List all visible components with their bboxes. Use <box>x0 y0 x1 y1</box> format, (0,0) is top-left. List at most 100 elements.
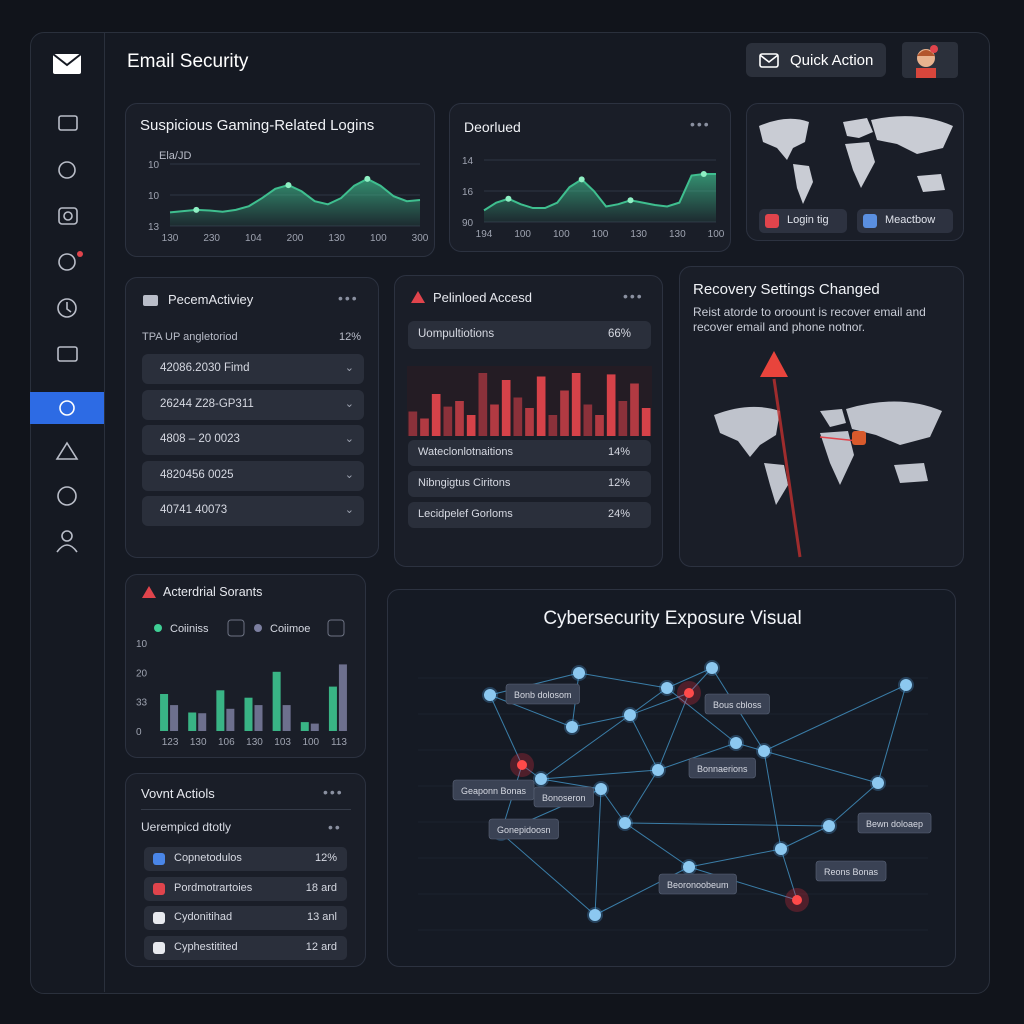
node <box>619 817 631 829</box>
y-tick-label: 0 <box>136 727 142 738</box>
panel-title: Recovery Settings Changed <box>693 281 880 298</box>
legend-dropdown[interactable] <box>327 619 345 637</box>
x-tick-label: 194 <box>476 229 493 240</box>
x-tick-label: 104 <box>245 233 262 244</box>
item-label: 4808 – 20 0023 <box>160 433 240 445</box>
map-button[interactable]: Meactbow <box>857 209 953 233</box>
edge <box>594 788 602 916</box>
node <box>517 760 527 770</box>
edge <box>780 848 798 901</box>
peak-marker <box>285 182 292 189</box>
divider <box>141 809 351 810</box>
node <box>900 679 912 691</box>
row-label: Wateclonlotnaitions <box>418 446 513 458</box>
edge <box>629 692 690 716</box>
list-row[interactable]: Lecidpelef Gorloms 24% <box>408 502 651 528</box>
area-line <box>483 172 716 212</box>
bar <box>501 380 511 436</box>
peak-marker <box>627 197 634 204</box>
bar <box>328 686 337 731</box>
node-label-text: Gonepidoosn <box>497 825 551 835</box>
logins-panel: Suspicious Gaming-Related Logins Ela/JD … <box>125 103 435 257</box>
node <box>484 689 496 701</box>
network-graph: Bonb dolosom Bous cbloss Bonnaerions Geapon… <box>418 660 932 931</box>
node <box>566 721 578 733</box>
list-row[interactable]: Wateclonlotnaitions 14% <box>408 440 651 466</box>
row-icon <box>153 853 165 865</box>
more-menu[interactable]: ••• <box>690 116 711 132</box>
map-panel: Login tig Meactbow <box>746 103 964 241</box>
dropdown[interactable]: Uompultiotions 66% <box>408 321 651 349</box>
sidebar <box>30 32 105 992</box>
node <box>661 682 673 694</box>
node-label: Reons Bonas <box>815 860 887 882</box>
list-item[interactable]: 40741 40073 ⌄ <box>142 496 364 526</box>
row-value: 12% <box>608 477 631 489</box>
edge <box>688 848 782 868</box>
button-label: Login tig <box>787 214 829 226</box>
edge <box>489 694 573 728</box>
list-row[interactable]: Nibngigtus Ciritons 12% <box>408 471 651 497</box>
node-label-text: Reons Bonas <box>824 867 879 877</box>
legend-dropdown[interactable] <box>227 619 245 637</box>
map-button[interactable]: Login tig <box>759 209 847 233</box>
more-menu[interactable]: •• <box>328 819 342 835</box>
y-tick-label: 16 <box>462 187 474 198</box>
list-row[interactable]: Cyphestitited 12 ard <box>144 935 347 960</box>
node-label-text: Beoronoobeum <box>667 880 729 890</box>
node <box>758 745 770 757</box>
node <box>730 737 742 749</box>
x-tick-label: 106 <box>218 737 235 748</box>
avatar[interactable] <box>902 42 958 78</box>
app-title: Email Security <box>127 51 249 72</box>
node <box>624 709 636 721</box>
row-value: 12 ard <box>305 940 337 953</box>
bar <box>160 694 169 731</box>
row-label: Cydonitihad <box>174 911 233 923</box>
node-label-box <box>533 786 594 808</box>
edge <box>600 788 626 824</box>
more-menu[interactable]: ••• <box>323 784 344 800</box>
bar <box>216 690 225 731</box>
row-icon <box>153 941 165 954</box>
peak-marker <box>364 175 371 182</box>
more-menu[interactable]: ••• <box>623 288 644 304</box>
panel-title: Pelinloed Accesd <box>433 290 533 305</box>
bar <box>455 401 464 436</box>
edge <box>763 750 879 784</box>
panel-title: Cybersecurity Exposure Visual <box>543 608 802 629</box>
list-row[interactable]: Pordmotrartoies 18 ard <box>144 876 347 901</box>
list-item[interactable]: 4808 – 20 0023 ⌄ <box>142 425 364 455</box>
legend-swatch <box>254 624 262 632</box>
deorlued-panel: Deorlued ••• 14 16 90 194 100 100 100 130 130 100 <box>449 103 731 252</box>
activity-panel: PecemActiviey ••• TPA UP angletoriod 12%… <box>125 277 379 558</box>
mail-icon <box>143 295 158 306</box>
node-label-text: Bonb dolosom <box>514 690 572 700</box>
node <box>684 688 694 698</box>
node-label-text: Bonoseron <box>542 793 586 803</box>
edge <box>828 782 879 827</box>
item-label: 26244 Z28-GP311 <box>160 397 254 410</box>
node <box>683 861 695 873</box>
node-label-box <box>488 818 559 840</box>
edge <box>571 714 631 728</box>
node-label-text: Geaponn Bonas <box>461 786 527 796</box>
bar <box>244 697 253 731</box>
more-menu[interactable]: ••• <box>338 290 359 306</box>
node <box>823 820 835 832</box>
list-item[interactable]: 4820456 0025 ⌄ <box>142 460 364 491</box>
access-panel: Pelinloed Accesd ••• Uompultiotions 66% … <box>394 275 663 567</box>
y-tick-label: 33 <box>136 698 148 709</box>
node <box>792 895 802 905</box>
x-tick-label: 130 <box>630 229 647 240</box>
mail-icon <box>759 53 779 68</box>
list-row[interactable]: Copnetodulos 12% <box>144 847 347 871</box>
list-item[interactable]: 26244 Z28-GP311 ⌄ <box>142 389 364 420</box>
sidebar-active[interactable] <box>30 392 104 424</box>
quick-action-button[interactable]: Quick Action <box>746 43 886 77</box>
list-row[interactable]: Cydonitihad 13 anl <box>144 906 347 930</box>
bar <box>188 712 197 731</box>
list-item[interactable]: 42086.2030 Fimd ⌄ <box>142 354 364 384</box>
node-label: Bonb dolosom <box>505 683 580 705</box>
